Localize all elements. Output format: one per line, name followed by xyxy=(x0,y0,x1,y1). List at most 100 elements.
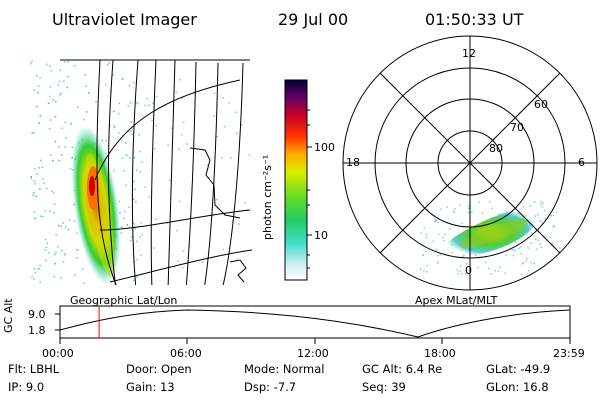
noise-pixel xyxy=(125,184,128,187)
noise-pixel xyxy=(490,224,492,227)
noise-pixel xyxy=(552,226,555,228)
noise-pixel xyxy=(442,236,444,239)
noise-pixel xyxy=(49,210,51,213)
noise-pixel xyxy=(501,217,504,219)
noise-pixel xyxy=(125,154,128,156)
noise-pixel xyxy=(128,206,130,209)
noise-pixel xyxy=(522,206,525,208)
noise-pixel xyxy=(38,267,41,270)
noise-pixel xyxy=(180,133,183,136)
noise-pixel xyxy=(235,258,238,261)
noise-pixel xyxy=(34,182,36,185)
noise-pixel xyxy=(46,242,48,245)
noise-pixel xyxy=(232,220,234,222)
noise-pixel xyxy=(140,254,142,256)
noise-pixel xyxy=(444,233,446,235)
noise-pixel xyxy=(235,111,237,114)
noise-pixel xyxy=(133,260,135,263)
noise-pixel xyxy=(62,222,65,224)
noise-pixel xyxy=(463,254,465,256)
noise-pixel xyxy=(213,92,216,95)
noise-pixel xyxy=(423,270,425,272)
noise-pixel xyxy=(459,204,461,207)
noise-pixel xyxy=(46,63,48,66)
noise-pixel xyxy=(513,249,515,251)
noise-pixel xyxy=(54,140,57,143)
noise-pixel xyxy=(85,111,88,113)
noise-pixel xyxy=(509,221,512,223)
noise-pixel xyxy=(38,122,41,125)
time-label: 01:50:33 UT xyxy=(425,10,524,29)
noise-pixel xyxy=(44,210,47,212)
noise-pixel xyxy=(495,239,498,242)
noise-pixel xyxy=(216,136,219,138)
noise-pixel xyxy=(148,196,150,198)
noise-pixel xyxy=(74,274,77,276)
lat-label-80: 80 xyxy=(489,142,503,155)
noise-pixel xyxy=(438,233,440,236)
noise-pixel xyxy=(45,246,48,249)
altitude-ytick-9: 9.0 xyxy=(28,308,46,321)
noise-pixel xyxy=(530,242,533,244)
noise-pixel xyxy=(49,119,52,121)
noise-pixel xyxy=(529,225,531,227)
noise-pixel xyxy=(155,95,158,98)
dsp-info: Dsp: -7.7 xyxy=(244,380,297,394)
noise-pixel xyxy=(468,205,471,208)
noise-pixel xyxy=(120,232,123,234)
xtick-2359: 23:59 xyxy=(553,347,585,360)
noise-pixel xyxy=(73,203,75,206)
noise-pixel xyxy=(32,278,35,280)
noise-pixel xyxy=(491,216,494,219)
noise-pixel xyxy=(101,139,104,142)
noise-pixel xyxy=(141,161,143,163)
noise-pixel xyxy=(467,211,470,214)
noise-pixel xyxy=(64,226,67,229)
noise-pixel xyxy=(201,261,204,263)
noise-pixel xyxy=(86,236,88,238)
noise-pixel xyxy=(434,220,436,223)
noise-pixel xyxy=(178,148,180,150)
noise-pixel xyxy=(114,247,117,249)
noise-pixel xyxy=(190,187,193,190)
noise-pixel xyxy=(486,240,489,243)
noise-pixel xyxy=(420,232,423,234)
noise-pixel xyxy=(488,200,491,203)
noise-pixel xyxy=(48,95,51,98)
noise-pixel xyxy=(494,269,496,272)
noise-pixel xyxy=(489,228,491,231)
noise-pixel xyxy=(439,208,442,211)
noise-pixel xyxy=(178,200,181,203)
noise-pixel xyxy=(558,255,560,257)
noise-pixel xyxy=(458,242,461,245)
noise-pixel xyxy=(456,269,458,271)
colorbar-label: photon cm⁻²s⁻¹ xyxy=(261,154,274,240)
noise-pixel xyxy=(54,253,56,256)
noise-pixel xyxy=(555,259,557,262)
geographic-label: Geographic Lat/Lon xyxy=(70,294,178,307)
noise-pixel xyxy=(121,78,124,80)
noise-pixel xyxy=(512,254,515,257)
noise-pixel xyxy=(477,237,480,240)
noise-pixel xyxy=(57,245,59,248)
noise-pixel xyxy=(79,158,81,161)
noise-pixel xyxy=(152,102,154,104)
noise-pixel xyxy=(486,234,488,236)
noise-pixel xyxy=(443,239,445,242)
noise-pixel xyxy=(74,189,76,192)
noise-pixel xyxy=(35,195,38,198)
noise-pixel xyxy=(133,81,135,84)
noise-pixel xyxy=(540,246,542,248)
noise-pixel xyxy=(495,221,498,223)
noise-pixel xyxy=(108,124,111,127)
noise-pixel xyxy=(179,78,181,81)
noise-pixel xyxy=(32,194,34,197)
noise-pixel xyxy=(76,232,78,235)
noise-pixel xyxy=(491,207,493,210)
noise-pixel xyxy=(224,213,226,215)
noise-pixel xyxy=(483,239,486,241)
noise-pixel xyxy=(105,139,107,142)
noise-pixel xyxy=(93,143,96,145)
noise-pixel xyxy=(468,207,470,210)
